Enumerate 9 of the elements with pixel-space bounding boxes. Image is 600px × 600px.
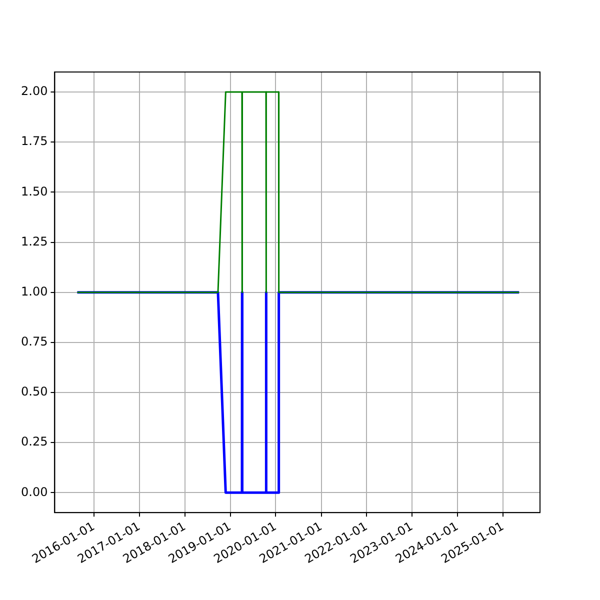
y-tick-label: 1.00 (21, 284, 48, 298)
y-tick-label: 0.00 (21, 484, 48, 499)
y-tick-label: 0.50 (21, 384, 48, 399)
y-tick-label: 0.25 (21, 434, 48, 449)
y-tick-label: 1.25 (21, 234, 48, 248)
y-tick-label: 2.00 (21, 84, 48, 98)
y-tick-label: 0.75 (21, 334, 48, 349)
y-tick-label: 1.75 (21, 134, 48, 148)
y-tick-label: 1.50 (21, 184, 48, 198)
